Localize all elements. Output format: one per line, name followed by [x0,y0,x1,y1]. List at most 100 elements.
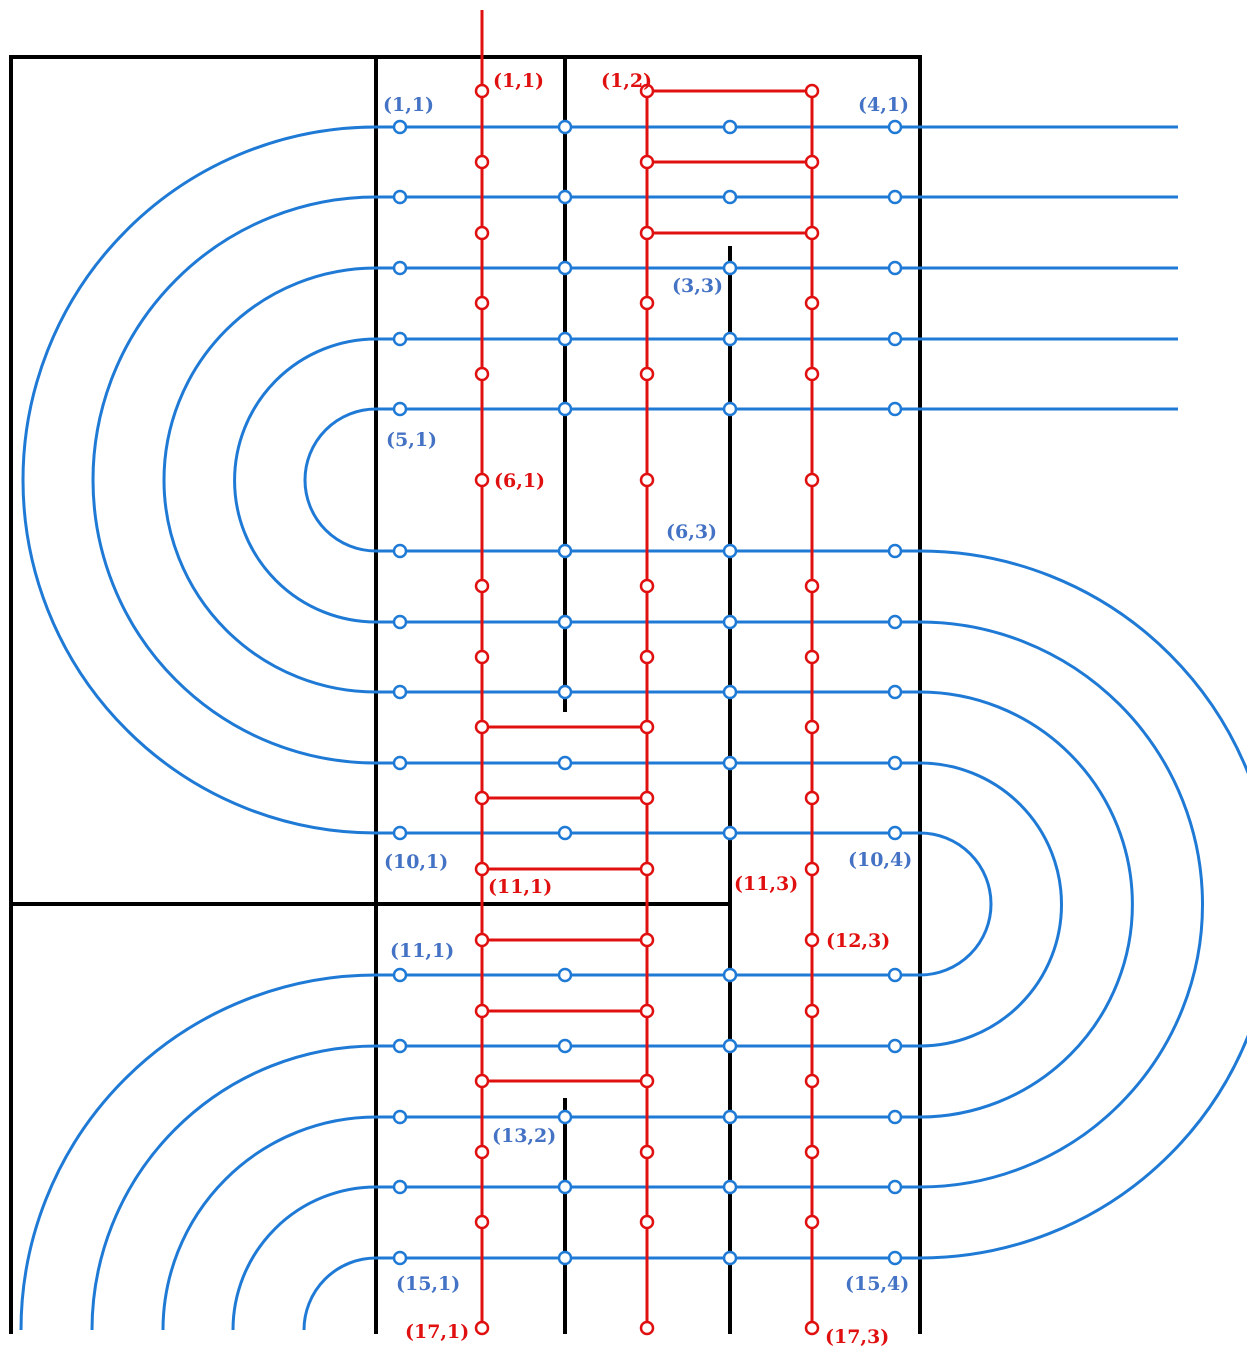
blue-right-arc-2 [919,620,1204,1189]
blue-node-5-4 [887,401,903,417]
red-label-17-3: (17,3) [825,1326,889,1348]
blue-node-15-2 [557,1250,573,1266]
red-node-15-2 [639,1144,655,1160]
red-node-12-3 [804,932,820,948]
red-node-11-1 [474,861,490,877]
blue-node-1-2 [557,119,573,135]
blue-node-13-1 [392,1109,408,1125]
blue-node-13-2 [557,1109,573,1125]
blue-label-1-1: (1,1) [383,94,434,116]
blue-label-6-3: (6,3) [666,521,717,543]
blue-bottom-arc-3 [161,1115,377,1331]
blue-label-5-1: (5,1) [386,429,437,451]
red-node-15-3 [804,1144,820,1160]
blue-node-3-2 [557,260,573,276]
red-node-13-1 [474,1003,490,1019]
blue-bottom-arc-1 [19,973,377,1331]
blue-node-15-3 [722,1250,738,1266]
blue-node-7-2 [557,614,573,630]
red-node-14-2 [639,1073,655,1089]
red-node-8-3 [804,649,820,665]
blue-bottom-arc-2 [90,1044,377,1331]
red-labels: (1,1) (1,2) (6,1) (11,1) (11,3) (12,3) (… [405,70,890,1348]
red-node-7-3 [804,578,820,594]
red-node-1-2 [639,83,655,99]
blue-node-10-2 [557,825,573,841]
blue-right-arc-4 [919,761,1063,1048]
red-node-2-1 [474,154,490,170]
red-node-14-3 [804,1073,820,1089]
blue-node-15-1 [392,1250,408,1266]
blue-node-11-1 [392,967,408,983]
blue-right-arc-1 [919,549,1247,1260]
red-node-4-3 [804,295,820,311]
blue-left-arc-3 [162,266,377,694]
blue-node-2-3 [722,189,738,205]
red-node-9-2 [639,719,655,735]
blue-node-11-4 [887,967,903,983]
red-node-16-3 [804,1214,820,1230]
blue-node-14-3 [722,1179,738,1195]
red-node-6-3 [804,472,820,488]
blue-nodes [392,119,903,1266]
blue-node-7-3 [722,614,738,630]
blue-label-10-4: (10,4) [848,849,912,871]
blue-node-4-2 [557,331,573,347]
blue-node-13-3 [722,1109,738,1125]
red-label-11-3: (11,3) [734,873,798,895]
red-node-12-2 [639,932,655,948]
red-node-8-1 [474,649,490,665]
blue-node-12-1 [392,1038,408,1054]
blue-node-1-4 [887,119,903,135]
red-node-8-2 [639,649,655,665]
blue-node-11-3 [722,967,738,983]
red-node-9-3 [804,719,820,735]
blue-node-4-1 [392,331,408,347]
red-node-4-2 [639,295,655,311]
blue-label-15-4: (15,4) [845,1273,909,1295]
blue-node-9-3 [722,755,738,771]
blue-labels: (1,1) (4,1) (3,3) (5,1) (6,3) (10,1) (10… [383,94,912,1295]
red-node-13-2 [639,1003,655,1019]
blue-bottom-arc-4 [231,1185,377,1331]
blue-node-9-1 [392,755,408,771]
blue-node-7-4 [887,614,903,630]
blue-node-5-2 [557,401,573,417]
blue-label-11-1: (11,1) [390,940,454,962]
red-node-10-1 [474,790,490,806]
blue-node-7-1 [392,614,408,630]
blue-node-12-2 [557,1038,573,1054]
red-node-13-3 [804,1003,820,1019]
blue-node-14-4 [887,1179,903,1195]
blue-node-1-3 [722,119,738,135]
blue-node-15-4 [887,1250,903,1266]
red-node-2-2 [639,154,655,170]
blue-node-12-3 [722,1038,738,1054]
red-node-2-3 [804,154,820,170]
red-node-11-2 [639,861,655,877]
red-node-15-1 [474,1144,490,1160]
blue-right-arc-5 [919,831,993,977]
red-node-3-3 [804,225,820,241]
red-node-1-1 [474,83,490,99]
blue-node-10-1 [392,825,408,841]
blue-node-5-1 [392,401,408,417]
blue-bottom-arc-5 [302,1256,377,1331]
blue-node-3-3 [722,260,738,276]
red-label-1-1: (1,1) [493,70,544,92]
blue-label-4-1: (4,1) [858,94,909,116]
blue-left-arc-5 [303,407,377,553]
red-node-17-3 [804,1320,820,1336]
red-nodes [474,83,820,1336]
red-node-6-2 [639,472,655,488]
red-label-12-3: (12,3) [826,930,890,952]
red-node-17-2 [639,1320,655,1336]
blue-label-10-1: (10,1) [384,851,448,873]
blue-node-2-1 [392,189,408,205]
red-node-7-2 [639,578,655,594]
blue-node-9-2 [557,755,573,771]
red-node-4-1 [474,295,490,311]
red-node-3-1 [474,225,490,241]
blue-node-12-4 [887,1038,903,1054]
